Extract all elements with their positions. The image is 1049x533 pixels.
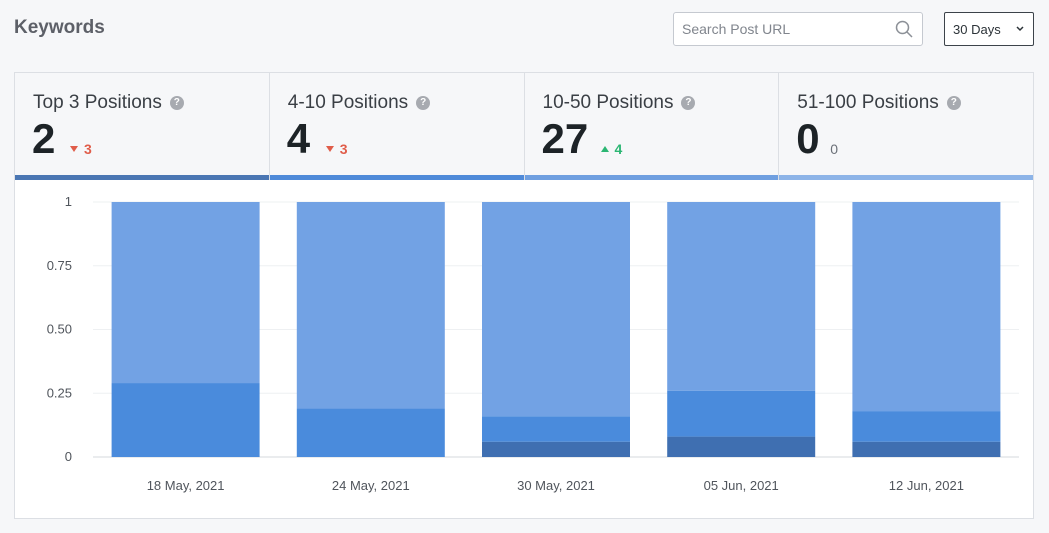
bar-segment[interactable]	[852, 441, 1001, 457]
card-change-value: 4	[614, 141, 623, 157]
bar-segment[interactable]	[296, 408, 445, 457]
card-count: 2	[32, 115, 56, 162]
bar-segment[interactable]	[667, 436, 816, 457]
position-cards: Top 3 Positions? 2 3 4-10 Positions? 4 3…	[15, 73, 1033, 180]
search-input[interactable]	[682, 13, 892, 45]
card-change-value: 3	[84, 141, 92, 157]
date-range-value: 30 Days	[953, 22, 1001, 37]
card-change: 4	[600, 141, 623, 157]
y-tick-label: 0.25	[47, 385, 72, 400]
card-change: 3	[70, 141, 92, 157]
card-count: 4	[286, 115, 311, 162]
card-4-10[interactable]: 4-10 Positions? 4 3	[269, 73, 525, 180]
card-change-value: 3	[339, 141, 348, 157]
page-title: Keywords	[14, 17, 105, 38]
card-label: 51-100 Positions	[797, 92, 939, 113]
card-change-value: 0	[830, 141, 839, 157]
search-box[interactable]	[673, 12, 923, 46]
bar-segment[interactable]	[111, 383, 260, 457]
card-bar	[15, 175, 269, 180]
card-10-50[interactable]: 10-50 Positions? 27 4	[524, 73, 780, 180]
y-tick-label: 0.50	[47, 322, 72, 337]
card-51-100[interactable]: 51-100 Positions? 0 0	[779, 73, 1033, 180]
keywords-panel: Top 3 Positions? 2 3 4-10 Positions? 4 3…	[14, 72, 1034, 519]
x-tick-label: 30 May, 2021	[517, 478, 595, 493]
help-icon[interactable]: ?	[169, 96, 184, 110]
help-icon[interactable]: ?	[681, 96, 696, 110]
card-change: 3	[325, 141, 348, 157]
card-bar	[269, 175, 524, 180]
bar-segment[interactable]	[482, 441, 630, 457]
help-icon[interactable]: ?	[416, 96, 431, 110]
positions-chart: 0 0.25 0.50 0.75 1 18 May, 2021 24 May, 2021 30…	[47, 194, 1019, 493]
bar-segment[interactable]	[296, 202, 445, 409]
bar-segment[interactable]	[667, 390, 816, 437]
x-tick-label: 18 May, 2021	[147, 478, 225, 493]
arrow-down-icon	[70, 146, 78, 152]
card-count: 0	[796, 115, 820, 162]
search-icon[interactable]	[895, 20, 913, 38]
arrow-down-icon	[325, 146, 334, 152]
chevron-down-icon	[1016, 26, 1024, 32]
card-change: 0	[830, 141, 838, 157]
bar-segment[interactable]	[111, 202, 260, 384]
card-count: 27	[541, 115, 589, 162]
x-tick-label: 12 Jun, 2021	[889, 478, 964, 493]
card-label: Top 3 Positions	[33, 92, 162, 113]
help-icon[interactable]: ?	[946, 96, 961, 110]
x-tick-label: 24 May, 2021	[332, 478, 410, 493]
y-tick-label: 0.75	[47, 258, 72, 273]
card-bar	[524, 175, 779, 180]
bar-segment[interactable]	[482, 416, 630, 442]
y-tick-label: 0	[65, 449, 72, 464]
x-tick-label: 05 Jun, 2021	[704, 478, 779, 493]
card-top-3[interactable]: Top 3 Positions? 2 3	[15, 73, 270, 180]
card-label: 4-10 Positions	[287, 92, 409, 113]
card-label: 10-50 Positions	[542, 92, 674, 113]
card-bar	[779, 175, 1033, 180]
bar-segment[interactable]	[852, 202, 1001, 412]
y-tick-label: 1	[65, 194, 72, 209]
bar-segment[interactable]	[482, 202, 630, 417]
arrow-up-icon	[600, 146, 609, 152]
date-range-select[interactable]: 30 Days	[944, 12, 1034, 46]
bar-segment[interactable]	[667, 202, 816, 391]
bar-segment[interactable]	[852, 411, 1001, 442]
